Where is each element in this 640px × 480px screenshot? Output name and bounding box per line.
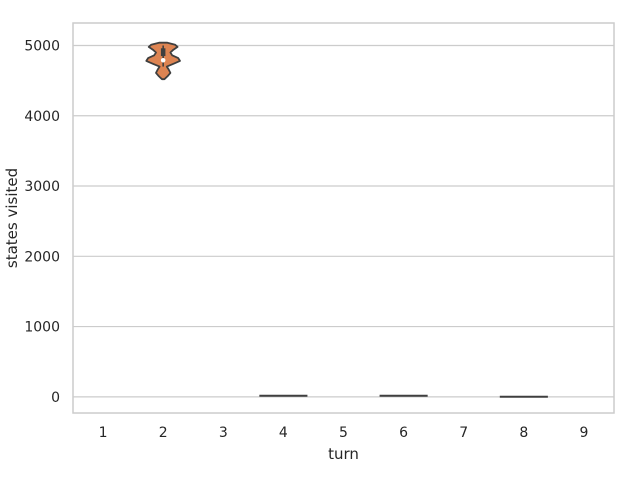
x-tick-label: 3 — [219, 425, 228, 441]
x-tick-label: 6 — [399, 425, 408, 441]
x-tick-label: 5 — [339, 425, 348, 441]
y-axis-label: states visited — [3, 168, 21, 268]
y-tick-label: 1000 — [24, 320, 60, 336]
x-tick-label: 9 — [579, 425, 588, 441]
x-axis-label: turn — [328, 445, 359, 463]
x-tick-label: 4 — [279, 425, 288, 441]
y-tick-label: 4000 — [24, 109, 60, 125]
violin-median — [160, 57, 166, 63]
y-tick-labels: 0 1000 2000 3000 4000 5000 — [24, 38, 60, 405]
x-tick-label: 8 — [519, 425, 528, 441]
x-tick-label: 7 — [459, 425, 468, 441]
y-grid — [73, 44, 614, 398]
x-tick-label: 1 — [99, 425, 108, 441]
x-tick-label: 2 — [159, 425, 168, 441]
y-tick-label: 5000 — [24, 38, 60, 54]
y-tick-label: 3000 — [24, 179, 60, 195]
violins — [145, 41, 548, 398]
y-tick-label: 0 — [51, 390, 60, 406]
x-tick-labels: 1 2 3 4 5 6 7 8 9 — [99, 425, 589, 441]
plot-frame — [72, 22, 615, 414]
y-tick-label: 2000 — [24, 249, 60, 265]
